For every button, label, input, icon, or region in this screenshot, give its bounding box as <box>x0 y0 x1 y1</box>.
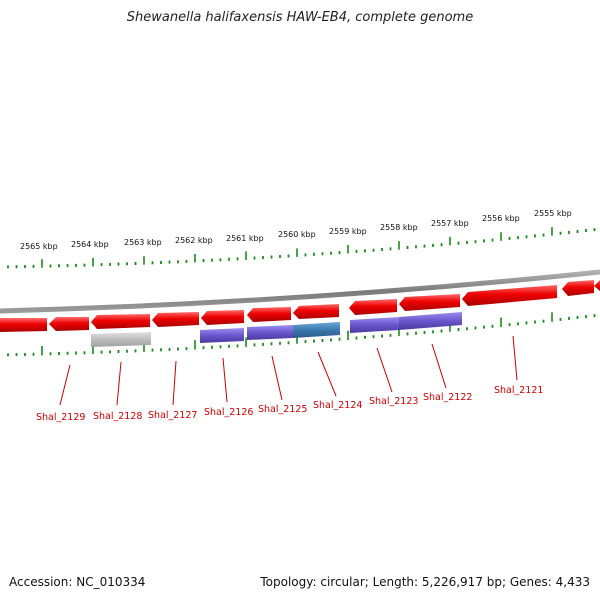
genome-summary-text: Topology: circular; Length: 5,226,917 bp… <box>260 575 590 589</box>
kbp-label: 2561 kbp <box>226 234 264 243</box>
gene-label[interactable]: Shal_2126 <box>204 407 253 418</box>
kbp-label: 2565 kbp <box>20 242 58 251</box>
gene-arrow[interactable] <box>0 318 47 332</box>
gene-label[interactable]: Shal_2124 <box>313 400 362 411</box>
map-title: Shewanella halifaxensis HAW-EB4, complet… <box>126 10 474 25</box>
gene-arrow[interactable] <box>49 317 89 331</box>
gene-label[interactable]: Shal_2129 <box>36 412 85 423</box>
gene-block[interactable] <box>399 312 462 330</box>
gene-arrow[interactable] <box>201 310 244 325</box>
gene-label[interactable]: Shal_2125 <box>258 404 307 415</box>
forward-strand-genes <box>0 280 600 332</box>
kbp-label: 2564 kbp <box>71 240 109 249</box>
outer-tick-marks <box>7 227 596 269</box>
inner-tick-marks <box>7 312 596 357</box>
label-leaders <box>59 335 518 406</box>
genome-backbone <box>0 269 600 314</box>
kbp-label: 2555 kbp <box>534 209 572 218</box>
accession-text: Accession: NC_010334 <box>9 575 146 589</box>
kbp-label: 2559 kbp <box>329 227 367 236</box>
gene-arrow[interactable] <box>293 304 339 319</box>
reverse-strand-genes <box>91 312 462 347</box>
gene-label[interactable]: Shal_2122 <box>423 392 472 403</box>
kbp-label: 2563 kbp <box>124 238 162 247</box>
gene-block[interactable] <box>91 332 151 347</box>
gene-labels: Shal_2129 Shal_2128 Shal_2127 Shal_2126 … <box>36 385 543 423</box>
gene-arrow[interactable] <box>152 312 199 327</box>
kbp-label: 2558 kbp <box>380 223 418 232</box>
gene-label[interactable]: Shal_2123 <box>369 396 418 407</box>
gene-arrow[interactable] <box>594 280 600 291</box>
gene-block[interactable] <box>247 325 293 340</box>
gene-label[interactable]: Shal_2121 <box>494 385 543 396</box>
gene-arrow[interactable] <box>247 307 291 322</box>
gene-arrow[interactable] <box>91 314 150 329</box>
gene-arrow[interactable] <box>562 280 594 296</box>
gene-arrow[interactable] <box>462 285 557 306</box>
kbp-label: 2562 kbp <box>175 236 213 245</box>
kbp-label: 2557 kbp <box>431 219 469 228</box>
gene-block[interactable] <box>293 322 340 338</box>
kbp-label: 2556 kbp <box>482 214 520 223</box>
gene-label[interactable]: Shal_2128 <box>93 411 142 422</box>
kbp-labels: 2565 kbp 2564 kbp 2563 kbp 2562 kbp 2561… <box>20 209 572 251</box>
kbp-label: 2560 kbp <box>278 230 316 239</box>
gene-arrow[interactable] <box>349 299 397 315</box>
gene-block[interactable] <box>200 328 244 343</box>
gene-block[interactable] <box>350 317 399 333</box>
gene-label[interactable]: Shal_2127 <box>148 410 197 421</box>
gene-arrow[interactable] <box>399 294 460 311</box>
